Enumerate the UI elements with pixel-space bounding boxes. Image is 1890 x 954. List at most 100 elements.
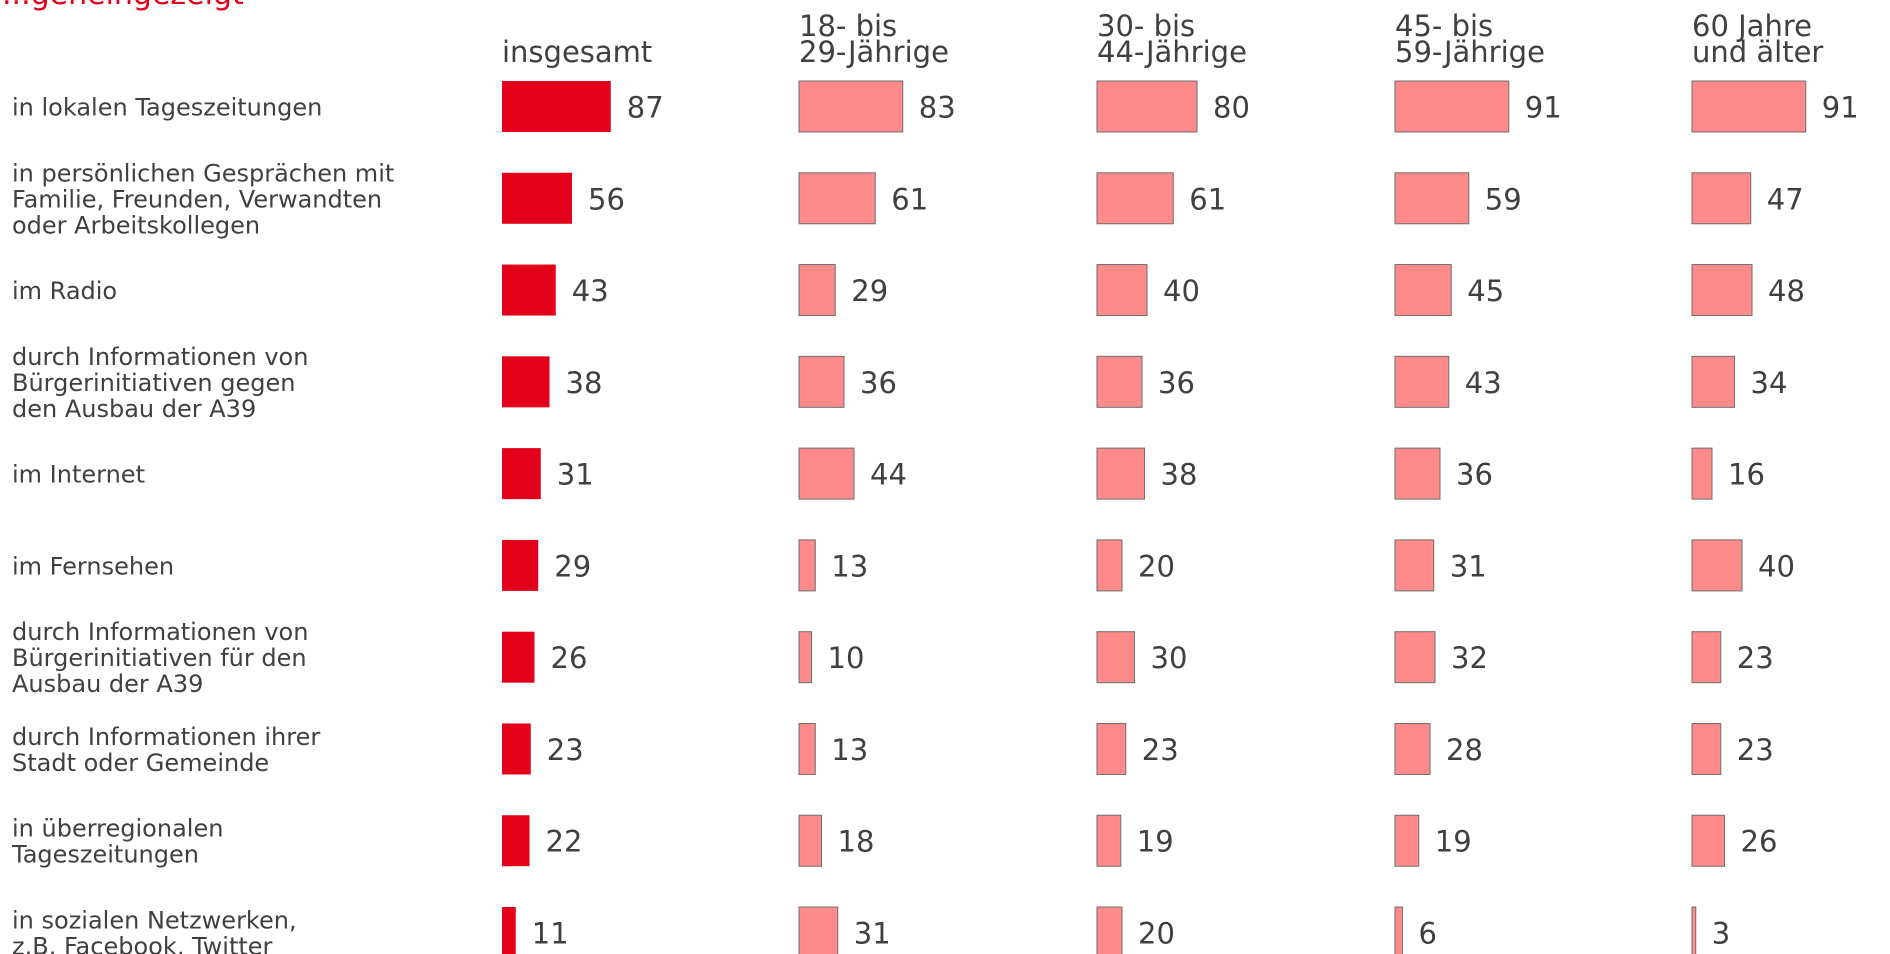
bar — [1096, 539, 1123, 592]
bar — [1394, 447, 1441, 500]
data-label: 48 — [1768, 274, 1805, 308]
data-label: 83 — [919, 91, 956, 125]
bar — [1394, 539, 1435, 592]
bar — [1096, 631, 1135, 684]
data-label: 56 — [588, 182, 625, 216]
data-label: 23 — [1737, 733, 1774, 767]
bar — [798, 80, 904, 133]
bar — [1394, 631, 1436, 684]
bar — [1691, 722, 1722, 775]
bar — [798, 722, 816, 775]
bar — [1691, 539, 1743, 592]
data-label: 38 — [1161, 458, 1198, 492]
bar — [502, 723, 531, 775]
data-label: 44 — [870, 458, 907, 492]
data-label: 6 — [1419, 917, 1437, 951]
data-label: 31 — [557, 458, 594, 492]
category-label: in überregionalen Tageszeitungen — [11, 815, 223, 869]
bar — [798, 814, 822, 867]
data-label: 43 — [572, 274, 609, 308]
data-label: 20 — [1138, 917, 1175, 951]
bar — [1096, 447, 1145, 500]
bar — [502, 172, 572, 224]
data-label: 23 — [1142, 733, 1179, 767]
bar — [1691, 355, 1735, 408]
data-label: 22 — [546, 825, 583, 859]
category-label: durch Informationen von Bürgerinitiativen… — [12, 343, 308, 423]
category-label: durch Informationen von Bürgerinitiativen… — [12, 618, 308, 698]
data-label: 28 — [1446, 733, 1483, 767]
data-label: 87 — [627, 91, 664, 125]
bar — [1394, 722, 1431, 775]
data-label: 36 — [1158, 366, 1195, 400]
bar — [1394, 814, 1420, 867]
data-label: 16 — [1728, 458, 1765, 492]
data-label: 29 — [851, 274, 888, 308]
data-label: 18 — [838, 825, 875, 859]
bar — [1096, 80, 1198, 133]
data-label: 45 — [1467, 274, 1504, 308]
column-header: 18- bis 29-Jährige — [799, 9, 949, 69]
bar — [1096, 355, 1143, 408]
data-label: 40 — [1163, 274, 1200, 308]
bar — [502, 264, 556, 316]
bar — [1691, 80, 1807, 133]
data-label: 29 — [554, 549, 591, 583]
bar — [1394, 172, 1470, 225]
bar — [1691, 264, 1753, 317]
data-label: 59 — [1485, 182, 1522, 216]
category-label: im Internet — [12, 461, 145, 489]
data-label: 38 — [566, 366, 603, 400]
data-label: 23 — [1737, 641, 1774, 675]
bar — [798, 539, 816, 592]
data-label: 10 — [828, 641, 865, 675]
bar — [1691, 814, 1725, 867]
bar — [1394, 906, 1403, 954]
data-label: 61 — [891, 182, 928, 216]
bar — [798, 355, 845, 408]
category-label: im Radio — [12, 277, 117, 305]
data-label: 61 — [1189, 182, 1226, 216]
bar — [502, 448, 541, 500]
data-label: 80 — [1213, 91, 1250, 125]
bar — [798, 172, 876, 225]
data-label: 32 — [1451, 641, 1488, 675]
bar — [502, 815, 530, 867]
data-label: 34 — [1751, 366, 1788, 400]
data-label: 91 — [1525, 91, 1562, 125]
bar — [1096, 264, 1148, 317]
data-label: 26 — [551, 641, 588, 675]
bar — [798, 264, 836, 317]
column-header: 60 Jahre und älter — [1692, 9, 1823, 69]
column-header: 30- bis 44-Jährige — [1097, 9, 1247, 69]
bar — [798, 631, 812, 684]
bar — [1691, 906, 1697, 954]
data-label: 31 — [1450, 549, 1487, 583]
category-label: in lokalen Tageszeitungen — [12, 94, 322, 122]
bar — [1096, 906, 1123, 954]
category-label: in sozialen Netzwerken, z.B. Facebook, Tw… — [12, 907, 297, 954]
data-label: 20 — [1138, 549, 1175, 583]
bar — [502, 539, 539, 591]
data-label: 36 — [1456, 458, 1493, 492]
category-label: im Fernsehen — [12, 552, 174, 580]
data-label: 26 — [1741, 825, 1778, 859]
data-label: 36 — [860, 366, 897, 400]
bar — [1096, 814, 1122, 867]
chart-title: ...geneingezeigt — [2, 0, 702, 12]
bar — [1691, 172, 1752, 225]
data-label: 43 — [1465, 366, 1502, 400]
column-header: insgesamt — [502, 35, 652, 69]
bar — [502, 81, 611, 132]
data-label: 47 — [1767, 182, 1804, 216]
data-label: 11 — [532, 917, 569, 951]
bar — [1394, 264, 1452, 317]
category-label: in persönlichen Gesprächen mit Familie, F… — [12, 159, 394, 239]
data-label: 31 — [854, 917, 891, 951]
bar — [1691, 447, 1713, 500]
bar — [502, 631, 535, 683]
data-label: 19 — [1435, 825, 1472, 859]
data-label: 40 — [1758, 549, 1795, 583]
column-header: 45- bis 59-Jährige — [1395, 9, 1545, 69]
